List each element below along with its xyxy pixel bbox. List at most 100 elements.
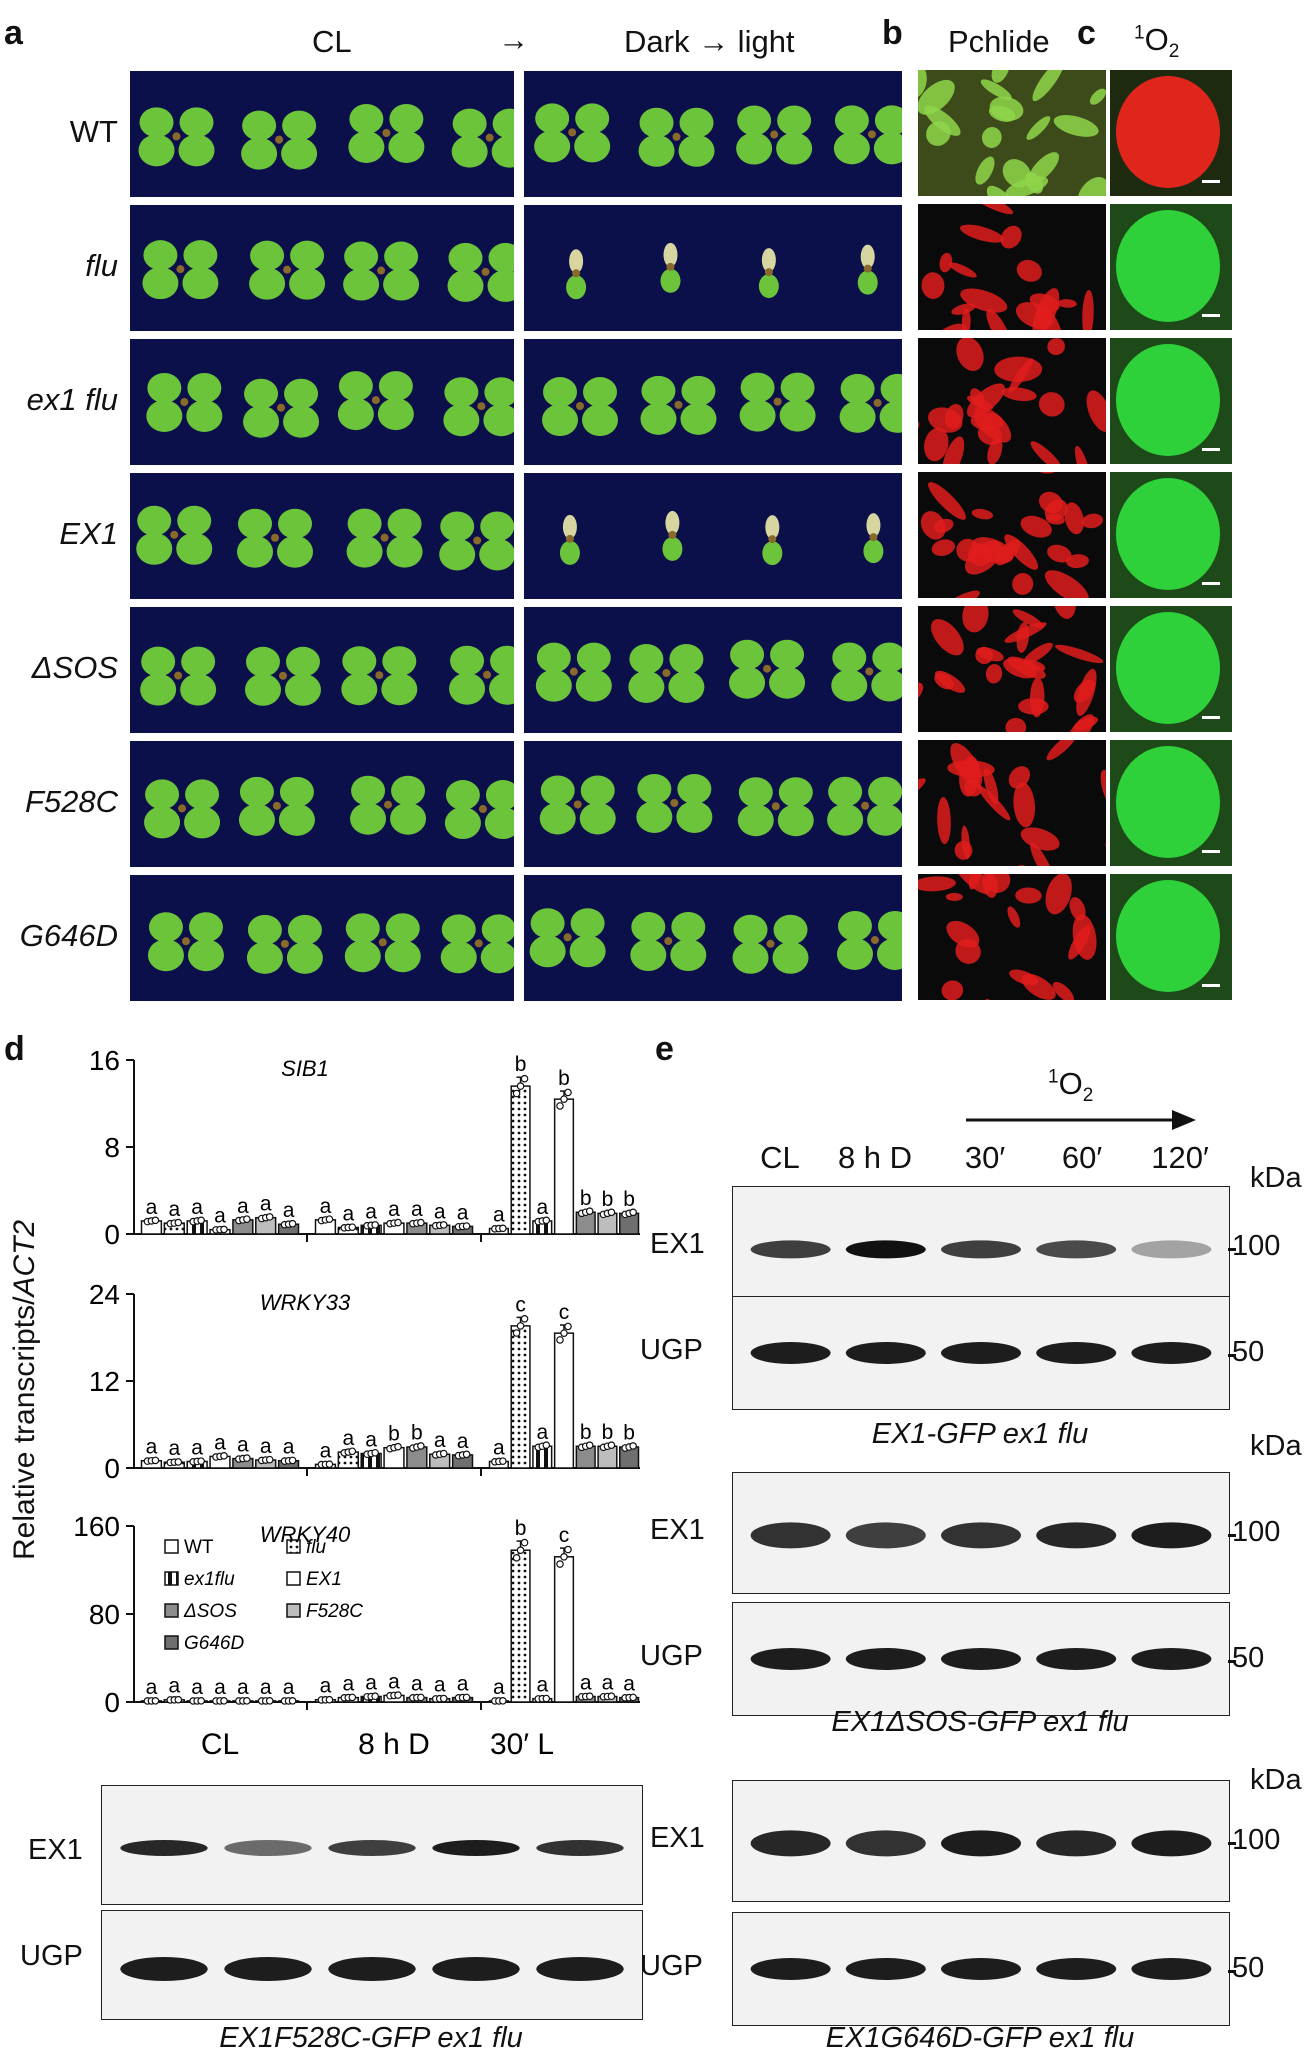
- y-tick-label: 12: [89, 1366, 120, 1397]
- data-point: [197, 1216, 205, 1225]
- data-point: [512, 1553, 521, 1562]
- y-tick-label: 0: [104, 1219, 120, 1250]
- lane-label: 120′: [1151, 1140, 1209, 1175]
- marker-tick: [1228, 1970, 1236, 1974]
- blot-band: [750, 1648, 831, 1670]
- pchlide-image: [918, 472, 1106, 598]
- blot-band: [432, 1840, 520, 1856]
- blot-e-ugp: [732, 1602, 1230, 1716]
- blot-band: [1036, 1648, 1117, 1670]
- blot-e-ex1-label: EX1: [650, 1228, 705, 1260]
- blot-e-ex1-label: EX1: [650, 1822, 705, 1854]
- data-point: [629, 1693, 637, 1702]
- data-point: [520, 1538, 529, 1547]
- scale-bar: [1202, 850, 1220, 853]
- significance-letter: a: [536, 1674, 548, 1697]
- singlet-oxygen-image: [1110, 472, 1232, 598]
- data-point: [325, 1215, 334, 1223]
- data-point: [348, 1447, 357, 1456]
- blot-band: [750, 1958, 831, 1980]
- blot-band: [845, 1830, 926, 1857]
- seedling-photo-cl: [129, 204, 515, 332]
- data-point: [394, 1442, 402, 1451]
- seedling-icon: [237, 508, 314, 568]
- significance-letter: b: [558, 1067, 570, 1090]
- column-header-dark-light: Dark → light: [624, 24, 795, 59]
- significance-letter: b: [602, 1421, 614, 1444]
- blot-e-caption: EX1-GFP ex1 flu: [871, 1418, 1089, 1450]
- significance-letter: a: [214, 1431, 226, 1454]
- x-category-label: 8 h D: [358, 1728, 430, 1761]
- data-point: [542, 1216, 551, 1225]
- blot-band: [1036, 1958, 1117, 1980]
- data-point: [220, 1452, 228, 1460]
- blot-e-ugp-label: UGP: [640, 1950, 703, 1982]
- molecular-weight-marker: 100: [1232, 1230, 1281, 1263]
- data-point: [151, 1216, 160, 1225]
- significance-letter: b: [580, 1421, 592, 1444]
- significance-letter: a: [260, 1435, 272, 1458]
- significance-letter: a: [320, 1675, 332, 1698]
- seedling-icon: [630, 912, 707, 972]
- significance-letter: c: [559, 1301, 570, 1324]
- arrow-icon: →: [498, 22, 529, 57]
- significance-letter: b: [623, 1188, 635, 1211]
- y-tick-label: 160: [73, 1511, 120, 1542]
- data-point: [439, 1694, 448, 1703]
- legend-entry: F528C: [306, 1601, 363, 1622]
- scale-bar: [1202, 984, 1220, 987]
- data-point: [151, 1456, 160, 1465]
- blot-band: [941, 1648, 1021, 1670]
- significance-letter: a: [283, 1199, 295, 1222]
- data-point: [499, 1457, 507, 1465]
- data-point: [288, 1219, 297, 1228]
- significance-letter: a: [602, 1671, 614, 1694]
- legend-entry: G646D: [184, 1633, 244, 1654]
- seedling-icon: [344, 913, 421, 973]
- significance-letter: a: [365, 1671, 377, 1694]
- singlet-oxygen-label: 1O2: [1048, 1066, 1094, 1107]
- seedling-icon: [732, 914, 809, 974]
- marker-tick: [1228, 1534, 1236, 1538]
- seedling-icon: [144, 779, 221, 839]
- singlet-oxygen-image: [1110, 874, 1232, 1000]
- significance-letter: a: [168, 1198, 180, 1221]
- data-point: [265, 1697, 274, 1705]
- data-point: [560, 1095, 568, 1103]
- data-point: [542, 1441, 551, 1449]
- blot-band: [1131, 1830, 1212, 1857]
- data-point: [512, 1089, 521, 1098]
- seedling-icon: [444, 780, 514, 840]
- blot-band: [224, 1957, 312, 1981]
- blot-e-caption: EX1G646D-GFP ex1 flu: [825, 2022, 1135, 2054]
- significance-letter: a: [260, 1193, 272, 1216]
- y-tick-label: 8: [104, 1132, 120, 1163]
- genotype-label: G646D: [19, 918, 118, 953]
- seedling-icon: [249, 240, 326, 300]
- data-point: [325, 1695, 334, 1704]
- singlet-oxygen-image: [1110, 338, 1232, 464]
- kda-label: kDa: [1250, 1162, 1302, 1194]
- blot-e-ugp-label: UGP: [640, 1334, 703, 1366]
- blot-e-ex1: [732, 1186, 1230, 1308]
- data-point: [265, 1213, 274, 1221]
- data-point: [439, 1449, 448, 1458]
- blot-band: [750, 1342, 831, 1364]
- genotype-label: EX1: [59, 516, 118, 551]
- scale-bar: [1202, 582, 1220, 585]
- seedling-icon: [758, 248, 779, 299]
- blot-d-ex1: [101, 1785, 643, 1905]
- chart-title: WRKY33: [260, 1290, 351, 1315]
- blot-band: [120, 1840, 208, 1856]
- seedling-photo-cl: [129, 70, 515, 198]
- data-point: [288, 1697, 297, 1705]
- singlet-oxygen-image: [1110, 204, 1232, 330]
- significance-letter: a: [434, 1429, 446, 1452]
- seedling-photo-dark-light: [523, 204, 903, 332]
- bar: [510, 1085, 531, 1235]
- significance-letter: b: [602, 1188, 614, 1211]
- blot-e-ugp-label: UGP: [640, 1640, 703, 1672]
- blot-band: [1036, 1240, 1117, 1259]
